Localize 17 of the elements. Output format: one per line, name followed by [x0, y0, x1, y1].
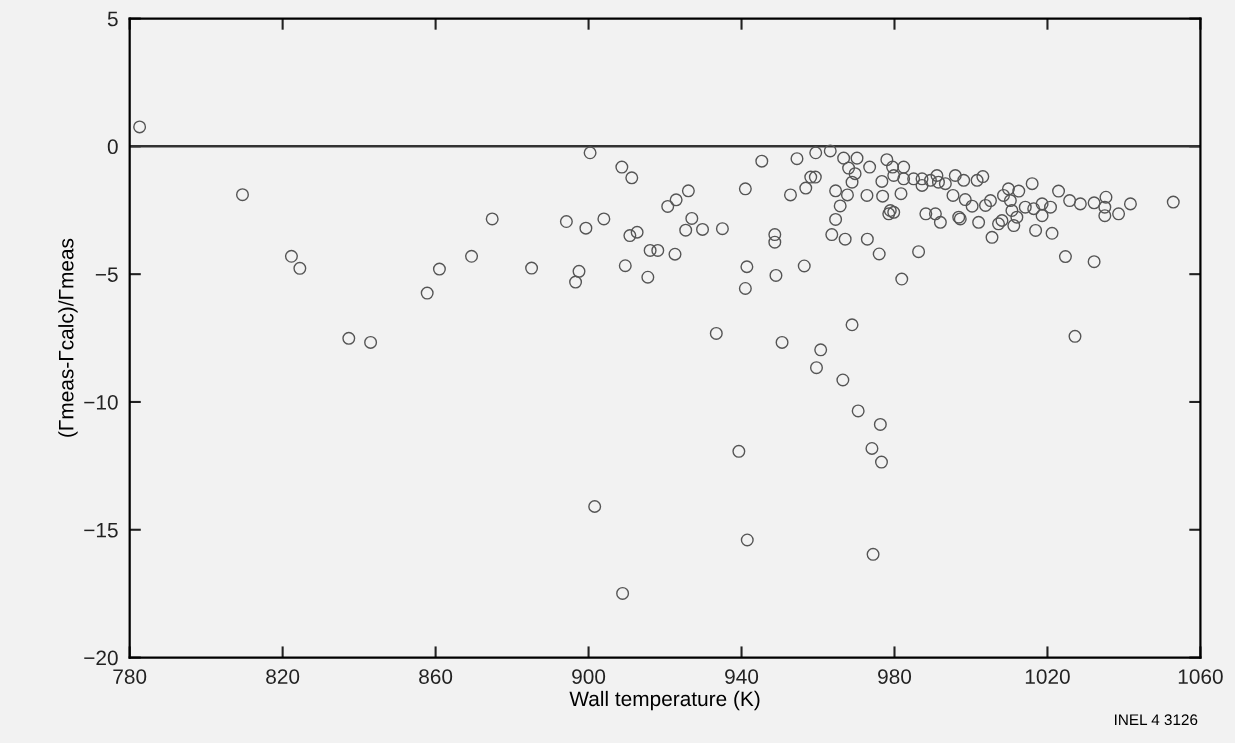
- y-axis-title: (Γmeas-Γcalc)/Γmeas: [58, 238, 78, 437]
- y-tick-label: −20: [84, 650, 118, 666]
- text: INEL 4 3126: [1115, 714, 1198, 726]
- x-tick-label: 860: [419, 669, 453, 684]
- y-tick-label: 0: [107, 139, 118, 155]
- x-tick-label: 820: [266, 669, 300, 684]
- x-tick-label: 980: [878, 669, 912, 684]
- y-tick-label: −5: [95, 267, 118, 282]
- y-tick-label: −15: [84, 522, 118, 538]
- x-axis-title: Wall temperature (K): [569, 690, 760, 711]
- x-tick-label: 780: [113, 669, 147, 684]
- x-tick-label: 1020: [1025, 669, 1070, 684]
- x-tick-label: 1060: [1178, 669, 1223, 684]
- x-tick-label: 900: [572, 669, 606, 684]
- y-tick-label: 5: [107, 11, 118, 27]
- y-tick-label: −10: [84, 394, 118, 410]
- x-tick-label: 940: [725, 669, 759, 684]
